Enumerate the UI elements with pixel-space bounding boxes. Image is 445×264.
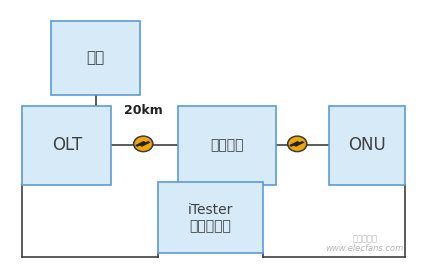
FancyArrow shape [135,141,146,147]
Text: OLT: OLT [52,136,82,154]
FancyBboxPatch shape [329,106,405,185]
FancyBboxPatch shape [178,106,276,185]
FancyBboxPatch shape [158,182,263,253]
Text: ONU: ONU [348,136,386,154]
Ellipse shape [289,137,306,151]
Text: 光分路器: 光分路器 [210,138,244,152]
Ellipse shape [134,136,153,152]
FancyArrow shape [289,141,300,147]
FancyArrow shape [140,141,150,147]
Text: iTester
网络测试仪: iTester 网络测试仪 [188,203,233,233]
Text: 20km: 20km [124,105,163,117]
Text: 网管: 网管 [86,51,105,65]
Ellipse shape [287,136,307,152]
Text: 电子发烧友
www.elecfans.com: 电子发烧友 www.elecfans.com [326,234,404,253]
FancyBboxPatch shape [51,21,140,95]
FancyBboxPatch shape [22,106,111,185]
Ellipse shape [135,137,152,151]
FancyArrow shape [294,141,304,147]
